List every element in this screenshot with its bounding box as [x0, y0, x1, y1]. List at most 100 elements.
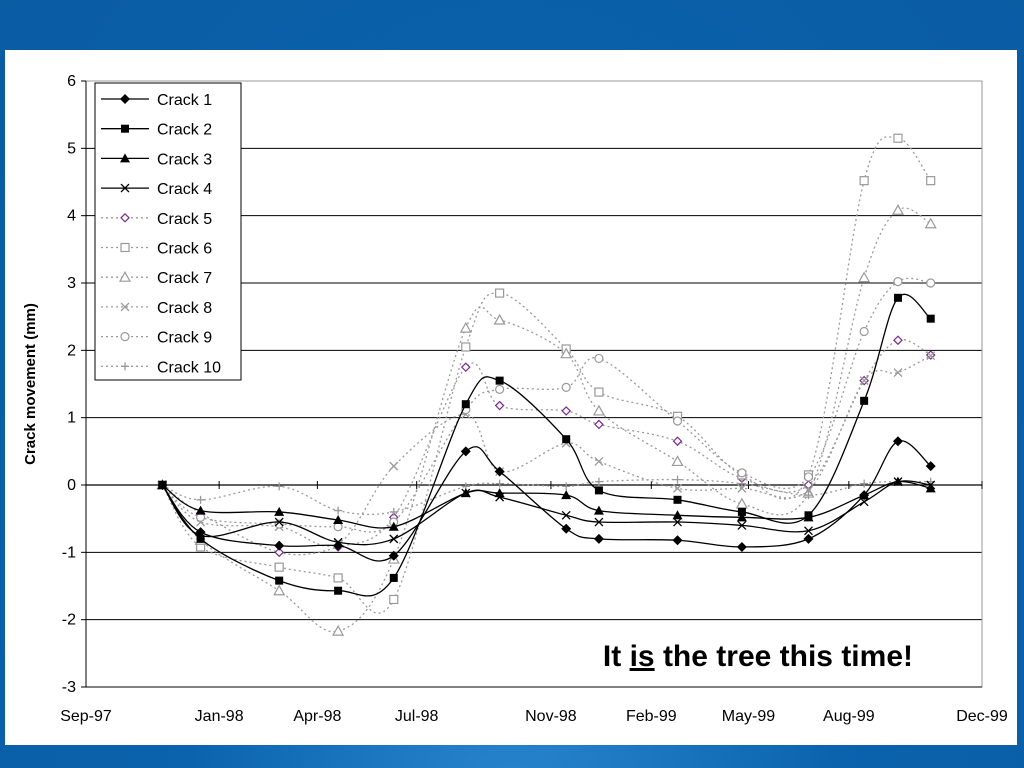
- data-point: [333, 573, 343, 583]
- y-tick-label: -3: [62, 679, 76, 696]
- data-point: [494, 466, 505, 477]
- annotation-part-2: the tree this time!: [655, 640, 913, 673]
- data-point: [461, 342, 471, 352]
- data-point: [673, 517, 682, 527]
- data-point: [389, 573, 398, 582]
- data-point: [334, 586, 343, 595]
- data-point: [274, 547, 285, 558]
- legend-swatch-marker: [118, 270, 132, 282]
- data-point: [459, 321, 472, 333]
- data-point: [926, 176, 936, 186]
- data-point: [594, 353, 604, 364]
- series-line: [161, 136, 932, 614]
- data-point: [196, 531, 206, 540]
- y-tick-label: 4: [67, 208, 76, 225]
- data-point: [594, 517, 604, 527]
- data-point: [736, 541, 747, 552]
- data-point: [860, 479, 869, 488]
- y-tick-label: 1: [67, 410, 76, 427]
- x-tick-label: Feb-99: [626, 708, 677, 725]
- data-point: [737, 483, 747, 493]
- data-point: [893, 277, 903, 287]
- data-point: [332, 624, 345, 636]
- y-axis-label: Crack movement (mm): [22, 303, 39, 465]
- data-point: [561, 523, 572, 534]
- data-point: [562, 435, 571, 444]
- data-point: [593, 505, 604, 515]
- data-point: [736, 512, 747, 522]
- legend-label: Crack 1: [157, 92, 212, 109]
- data-point: [389, 507, 398, 516]
- data-point: [893, 133, 903, 143]
- data-point: [737, 479, 746, 488]
- data-point: [859, 497, 869, 507]
- series-line: [161, 480, 931, 546]
- data-point: [672, 436, 683, 447]
- data-point: [389, 461, 399, 471]
- series-line: [162, 338, 932, 556]
- y-tick-label: 6: [67, 73, 76, 90]
- series-1: [157, 436, 936, 562]
- annotation-part-1: It: [603, 640, 630, 673]
- data-point: [859, 376, 869, 386]
- data-point: [593, 533, 604, 544]
- data-point: [389, 534, 399, 544]
- data-point: [495, 288, 505, 298]
- data-point: [594, 456, 604, 466]
- data-point: [461, 400, 470, 409]
- y-tick-label: 3: [67, 275, 76, 292]
- x-tick-label: Nov-98: [525, 708, 577, 725]
- data-point: [196, 534, 205, 543]
- data-point: [495, 479, 504, 488]
- data-point: [925, 483, 936, 493]
- legend-swatch-marker: [120, 332, 130, 342]
- data-point: [275, 576, 284, 585]
- series-8: [157, 351, 936, 549]
- x-tick-label: Aug-99: [823, 708, 875, 725]
- data-point: [333, 540, 344, 551]
- data-point: [926, 278, 936, 288]
- data-point: [926, 351, 936, 361]
- data-point: [495, 492, 505, 502]
- data-point: [672, 535, 683, 546]
- x-tick-label: Dec-99: [956, 708, 1008, 725]
- legend-label: Crack 6: [157, 241, 212, 258]
- data-point: [333, 515, 344, 525]
- legend-swatch-marker: [120, 302, 130, 312]
- data-point: [495, 384, 505, 394]
- data-point: [594, 486, 603, 495]
- data-point: [673, 483, 682, 493]
- data-point: [803, 512, 814, 522]
- data-point: [561, 510, 571, 520]
- annotation-underlined: is: [630, 640, 655, 673]
- data-point: [803, 472, 814, 482]
- data-point: [594, 387, 604, 397]
- x-tick-label: Sep-97: [60, 708, 112, 725]
- data-point: [333, 537, 343, 547]
- data-point: [274, 562, 284, 572]
- data-point: [925, 461, 936, 472]
- data-point: [804, 491, 813, 500]
- data-point: [893, 368, 903, 378]
- data-point: [560, 347, 573, 359]
- series-line: [161, 440, 932, 562]
- legend-swatch-marker: [120, 212, 130, 223]
- data-point: [273, 584, 286, 596]
- line-chart: 6 5 4 3 2 1 0 -1 -2 -3 Sep-97 Jan-98 Apr-98 Jul-98 Nov…: [22, 73, 1008, 725]
- legend-label: Crack 10: [157, 359, 221, 376]
- x-tick-label: Jan-98: [195, 708, 244, 725]
- data-point: [461, 488, 471, 498]
- data-point: [859, 176, 869, 186]
- data-point: [858, 271, 871, 283]
- data-point: [561, 406, 572, 416]
- data-point: [926, 314, 935, 323]
- chart-panel: 6 5 4 3 2 1 0 -1 -2 -3 Sep-97 Jan-98 Apr-98 Jul-98 Nov…: [5, 50, 1017, 745]
- x-tick-label: Jul-98: [395, 708, 439, 725]
- data-point: [926, 480, 936, 490]
- y-tick-label: 5: [67, 140, 76, 157]
- y-tick-label: -1: [62, 544, 76, 561]
- series-layer: [156, 133, 937, 636]
- data-point: [737, 507, 746, 516]
- data-point: [388, 550, 399, 561]
- legend-label: Crack 5: [157, 211, 212, 228]
